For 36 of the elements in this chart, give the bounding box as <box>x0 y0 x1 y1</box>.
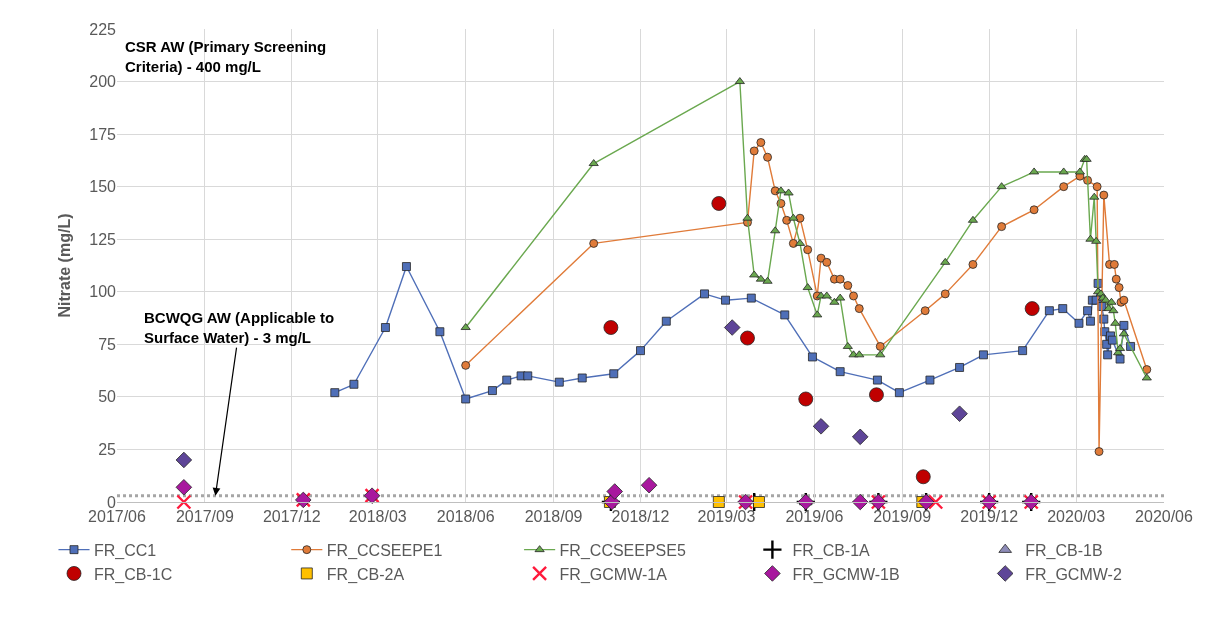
x-tick-label: 2018/09 <box>524 508 583 526</box>
legend-label: FR_GCMW-1A <box>559 565 668 584</box>
x-tick-label: 2018/03 <box>348 508 407 526</box>
x-tick-label: 2019/03 <box>697 508 756 526</box>
y-tick-label: 100 <box>89 283 117 301</box>
y-tick-label: 0 <box>107 493 117 511</box>
ref-line-label: BCWQG AW (Applicable to Surface Water) - 3 mg/L <box>144 309 335 346</box>
x-tick-label: 2017/09 <box>175 508 234 526</box>
x-tick-label: 2019/09 <box>873 508 932 526</box>
legend-label: FR_GCMW-2 <box>1025 565 1122 584</box>
x-tick-label: 2019/06 <box>785 508 844 526</box>
y-tick-label: 75 <box>98 335 117 353</box>
legend-label: FR_CB-1B <box>1025 541 1103 560</box>
y-tick-label: 200 <box>89 73 117 91</box>
x-tick-label: 2018/06 <box>436 508 495 526</box>
x-tick-label: 2018/12 <box>611 508 670 526</box>
x-tick-label: 2019/12 <box>960 508 1019 526</box>
legend-label: FR_CB-2A <box>326 565 405 584</box>
legend-label: FR_CB-1A <box>792 541 871 560</box>
annotation: CSR AW (Primary Screening Criteria) - 400 mg/L <box>125 38 327 75</box>
y-tick-label: 175 <box>89 125 117 143</box>
y-axis-title: Nitrate (mg/L) <box>56 213 74 318</box>
y-tick-label: 25 <box>98 441 117 459</box>
x-tick-label: 2017/06 <box>88 508 147 526</box>
y-tick-label: 50 <box>98 388 117 406</box>
x-tick-label: 2020/03 <box>1047 508 1106 526</box>
x-tick-label: 2017/12 <box>262 508 321 526</box>
x-tick-label: 2020/06 <box>1135 508 1194 526</box>
y-tick-label: 125 <box>89 230 117 248</box>
y-tick-label: 150 <box>89 178 117 196</box>
legend-label: FR_CCSEEPE1 <box>326 541 443 560</box>
legend-label: FR_GCMW-1B <box>792 565 900 584</box>
legend-label: FR_CC1 <box>94 541 157 560</box>
y-tick-label: 225 <box>89 20 117 38</box>
legend-label: FR_CCSEEPSE5 <box>559 541 686 560</box>
legend-label: FR_CB-1C <box>94 565 173 584</box>
